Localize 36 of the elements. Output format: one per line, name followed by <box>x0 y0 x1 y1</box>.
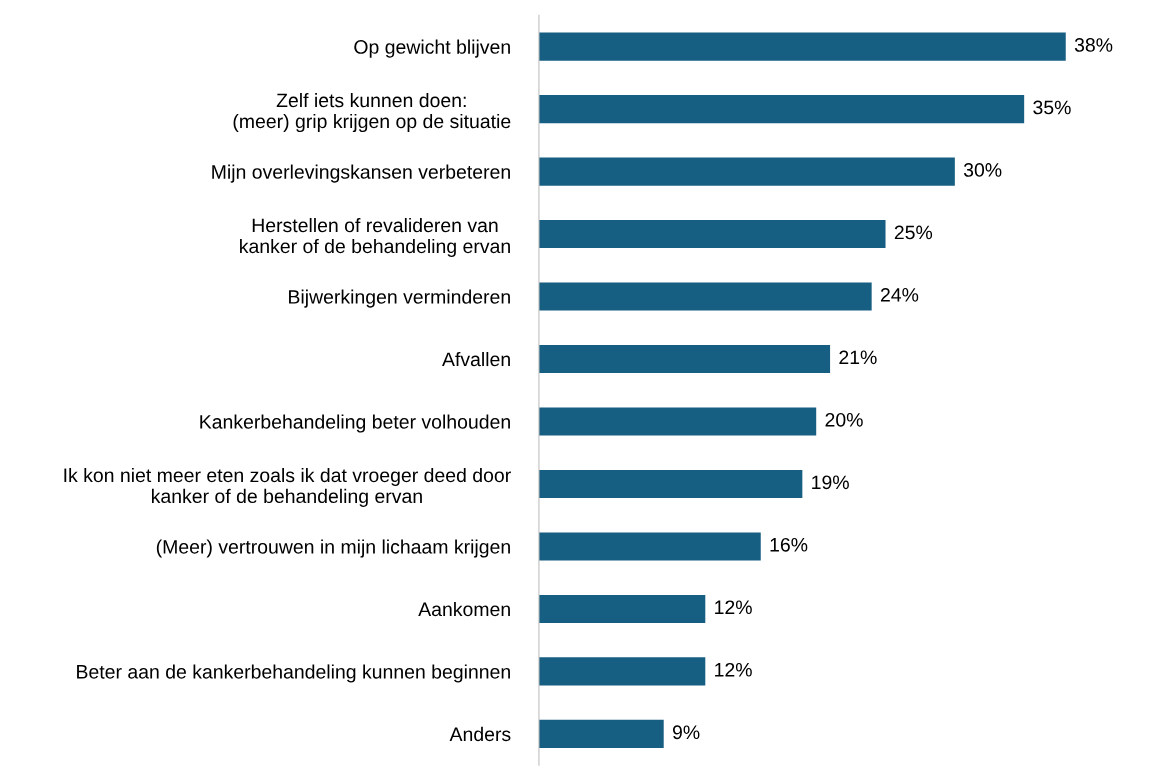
bar <box>538 282 872 311</box>
bar <box>538 469 803 499</box>
y-tick-label: Beter aan de kankerbehandeling kunnen beginnen <box>77 664 510 683</box>
bar <box>538 719 664 748</box>
data-label: 12% <box>715 662 752 677</box>
data-label: 24% <box>880 288 919 302</box>
bar <box>538 532 761 561</box>
y-tick-label: Aankomen <box>418 601 510 617</box>
bar <box>538 95 1025 124</box>
bar <box>538 32 1066 61</box>
bar <box>538 594 706 624</box>
data-label: 38% <box>1074 38 1113 52</box>
y-tick-label: (Meer) vertrouwen in mijn lichaam krijgen <box>156 539 510 558</box>
y-tick-label: Mijn overlevingskansen verbeteren <box>212 164 510 183</box>
data-label: 20% <box>825 412 863 427</box>
bar <box>538 157 955 186</box>
data-label: 25% <box>894 225 933 240</box>
data-label: 12% <box>715 600 752 615</box>
y-tick-label: Afvallen <box>442 351 510 367</box>
y-tick-label: Kankerbehandeling beter volhouden <box>200 414 510 433</box>
bar <box>538 344 831 374</box>
bar <box>538 220 886 249</box>
data-label: 19% <box>812 475 849 490</box>
y-tick-label: Ik kon niet meer eten zoals ik dat vroeger deed door kanker of de behandeling ervan <box>64 467 511 507</box>
data-label: 35% <box>1033 100 1071 115</box>
data-label: 21% <box>839 350 877 365</box>
data-label: 9% <box>672 725 700 740</box>
bar <box>538 407 817 436</box>
data-label: 30% <box>963 163 1002 177</box>
y-tick-label: Zelf iets kunnen doen: (meer) grip krijgen op de situatie <box>233 92 511 133</box>
y-tick-label: Herstellen of revalideren van kanker of de behandeling ervan <box>240 217 510 258</box>
y-tick-label: Op gewicht blijven <box>354 39 510 58</box>
bar <box>538 657 706 686</box>
y-tick-label: Anders <box>449 726 511 742</box>
data-label: 16% <box>770 537 808 552</box>
y-tick-label: Bijwerkingen verminderen <box>289 289 510 308</box>
